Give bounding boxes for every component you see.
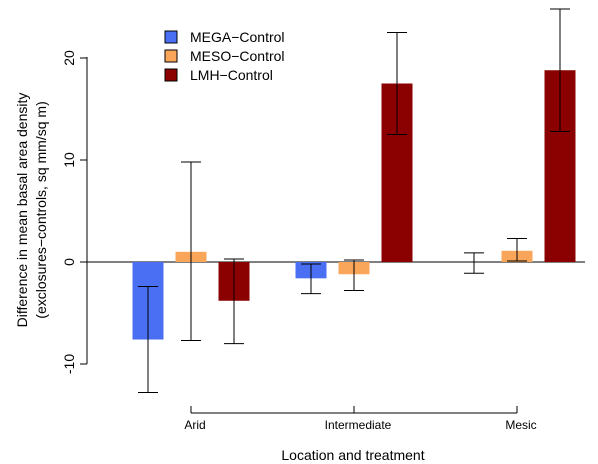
error-bar — [138, 285, 158, 394]
x-axis: Arid Intermediate Mesic — [184, 406, 537, 432]
error-bar — [301, 263, 321, 295]
error-bar — [344, 259, 364, 292]
legend: MEGA−Control MESO−Control LMH−Control — [164, 29, 285, 83]
error-bar — [550, 8, 570, 132]
y-tick-label: 20 — [61, 50, 77, 66]
bars — [132, 70, 576, 340]
x-tick-label: Intermediate — [325, 418, 392, 432]
y-axis: -10 0 10 20 — [61, 50, 88, 374]
error-bar — [181, 161, 201, 342]
x-tick-label: Arid — [184, 418, 205, 432]
legend-swatch — [164, 49, 178, 63]
y-axis-label: Difference in mean basal area density — [14, 93, 30, 328]
legend-label: MEGA−Control — [190, 29, 285, 45]
x-axis-label: Location and treatment — [281, 447, 424, 463]
error-bar — [387, 32, 407, 135]
legend-swatch — [164, 68, 178, 82]
y-tick-label: 0 — [61, 258, 77, 266]
legend-swatch — [164, 30, 178, 44]
y-axis-label-2: (exclosures−controls, sq mm/sq m) — [33, 101, 49, 318]
y-tick-label: 10 — [61, 152, 77, 168]
error-bar — [507, 238, 527, 262]
y-tick-label: -10 — [61, 354, 77, 374]
error-bars — [138, 8, 570, 394]
x-tick-label: Mesic — [505, 418, 536, 432]
legend-label: LMH−Control — [190, 67, 273, 83]
legend-label: MESO−Control — [190, 48, 285, 64]
error-bar — [224, 258, 244, 345]
error-bar — [464, 252, 484, 274]
